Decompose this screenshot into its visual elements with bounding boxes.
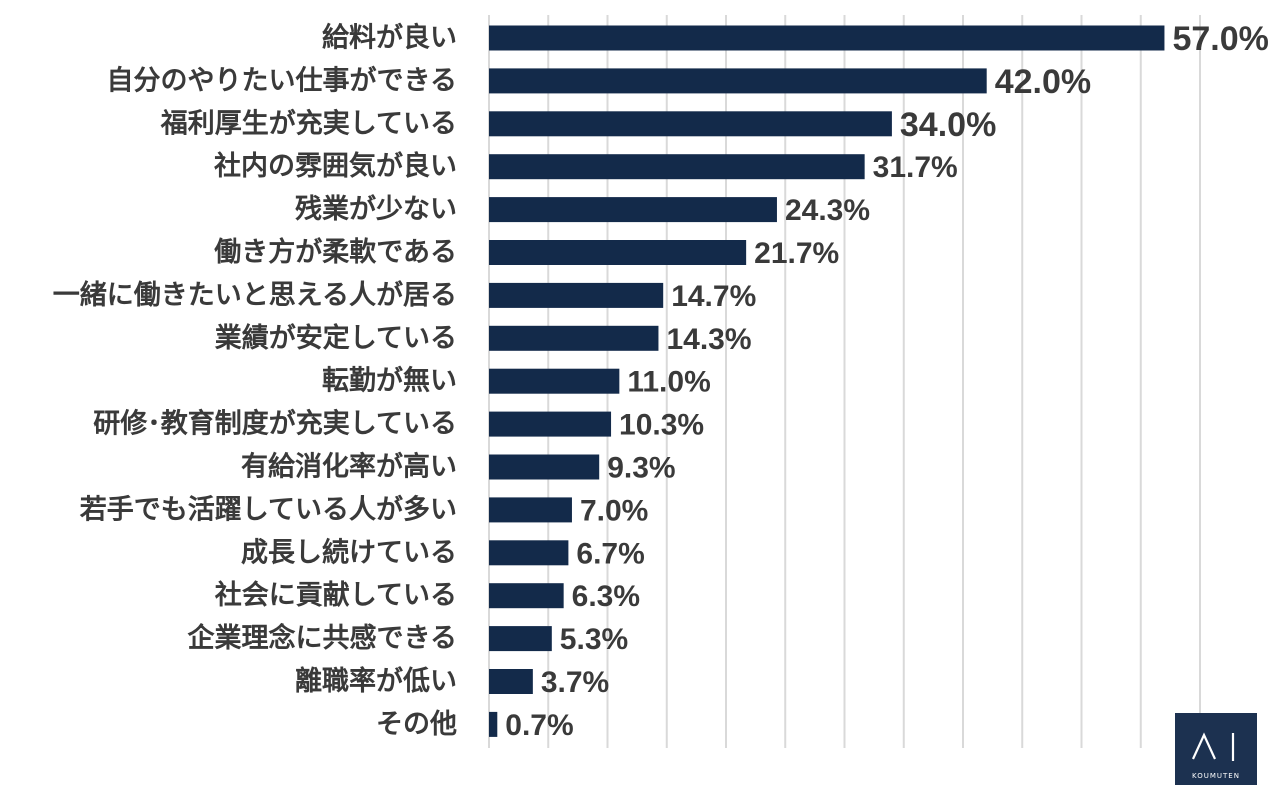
- bar: [489, 240, 747, 265]
- value-label: 5.3%: [560, 623, 628, 656]
- category-label: 離職率が低い: [295, 665, 457, 697]
- value-label: 6.7%: [576, 537, 644, 570]
- category-label: 有給消化率が高い: [241, 451, 457, 483]
- category-label: その他: [376, 709, 457, 740]
- value-label: 42.0%: [995, 63, 1091, 101]
- value-label: 14.7%: [671, 280, 756, 313]
- value-label: 14.3%: [666, 323, 751, 356]
- bars: [489, 25, 1165, 737]
- category-label: 企業理念に共感できる: [188, 622, 457, 654]
- value-label: 7.0%: [580, 494, 648, 527]
- value-label: 57.0%: [1172, 20, 1268, 58]
- category-labels: 給料が良い自分のやりたい仕事ができる福利厚生が充実している社内の雰囲気が良い残業…: [53, 22, 457, 740]
- bar: [489, 583, 564, 609]
- ai-logo-icon: [1192, 732, 1235, 761]
- value-label: 21.7%: [754, 237, 839, 270]
- category-label: 自分のやりたい仕事ができる: [107, 64, 457, 96]
- value-label: 34.0%: [900, 106, 996, 144]
- bar: [489, 669, 533, 694]
- category-label: 社内の雰囲気が良い: [214, 150, 457, 182]
- value-label: 24.3%: [785, 194, 870, 227]
- bar: [489, 368, 620, 394]
- bar: [489, 411, 612, 437]
- category-label: 一緒に働きたいと思える人が居る: [53, 279, 457, 311]
- bar: [489, 68, 987, 94]
- value-label: 3.7%: [541, 666, 609, 699]
- value-label: 10.3%: [619, 409, 704, 442]
- bar: [489, 197, 777, 223]
- bar: [489, 25, 1165, 51]
- value-label: 11.0%: [627, 366, 710, 399]
- bar: [489, 154, 865, 180]
- grid-lines: [488, 15, 1201, 748]
- value-label: 9.3%: [607, 452, 675, 485]
- category-label: 若手でも活躍している人が多い: [80, 493, 457, 525]
- category-label: 成長し続けている: [241, 537, 457, 568]
- category-label: 社会に貢献している: [215, 579, 457, 611]
- category-label: 働き方が柔軟である: [214, 236, 457, 268]
- value-label: 31.7%: [873, 151, 958, 184]
- category-label: 残業が少ない: [295, 193, 457, 225]
- category-label: 業績が安定している: [215, 322, 457, 354]
- value-label: 0.7%: [505, 709, 573, 742]
- category-label: 転勤が無い: [322, 365, 457, 397]
- bar: [489, 711, 498, 737]
- category-label: 研修･教育制度が充実している: [93, 408, 457, 440]
- value-label: 6.3%: [572, 580, 640, 613]
- value-labels: 57.0% 42.0% 34.0% 31.7%24.3% 21.7% 14.7% 14.3%…: [505, 20, 1269, 742]
- category-label: 給料が良い: [322, 22, 457, 54]
- bar: [489, 626, 552, 652]
- bar: [489, 325, 659, 351]
- bar: [489, 540, 569, 566]
- company-logo: KOUMUTEN: [1175, 713, 1257, 785]
- bar: [489, 454, 600, 480]
- bar: [489, 497, 572, 523]
- category-label: 福利厚生が充実している: [160, 107, 457, 139]
- logo-text: KOUMUTEN: [1192, 772, 1240, 780]
- bar: [489, 111, 892, 137]
- bar: [489, 282, 664, 308]
